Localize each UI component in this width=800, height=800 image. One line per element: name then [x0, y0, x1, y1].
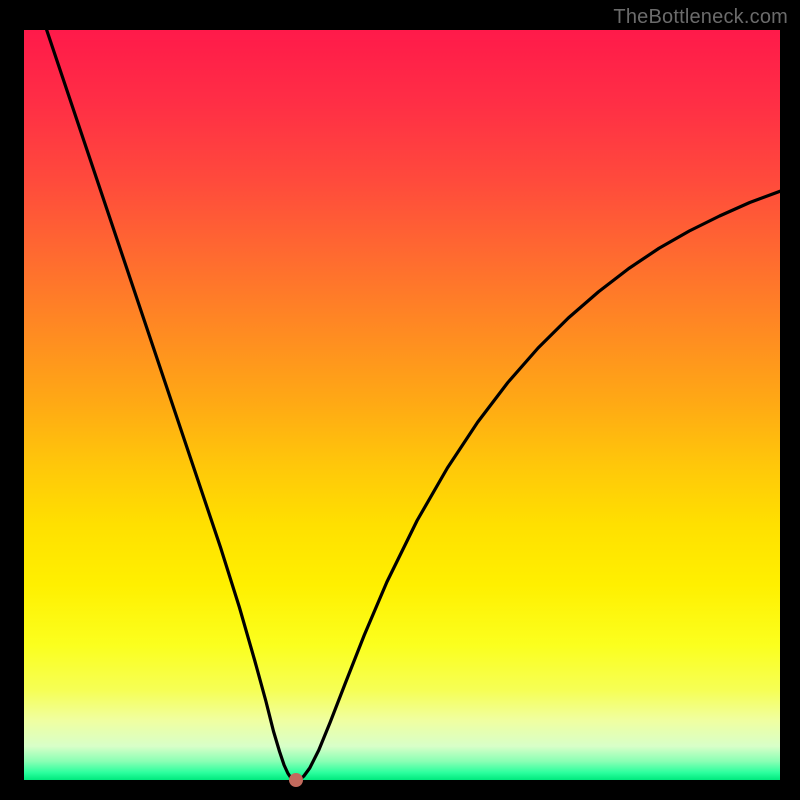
minimum-marker	[289, 773, 303, 787]
bottleneck-curve	[47, 30, 780, 780]
watermark-text: TheBottleneck.com	[613, 6, 788, 29]
curve-layer	[24, 30, 780, 780]
plot-area	[24, 30, 780, 780]
